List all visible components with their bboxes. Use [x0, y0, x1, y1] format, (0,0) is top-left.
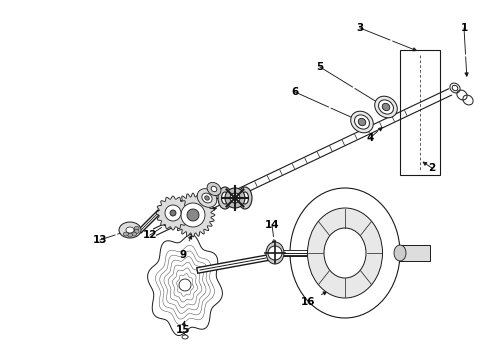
Ellipse shape — [379, 100, 393, 114]
Ellipse shape — [382, 103, 390, 111]
Text: 8: 8 — [196, 208, 204, 218]
Ellipse shape — [207, 183, 221, 195]
Ellipse shape — [119, 222, 141, 238]
Text: 4: 4 — [367, 133, 374, 143]
Ellipse shape — [182, 335, 188, 339]
Text: 3: 3 — [356, 23, 364, 33]
Circle shape — [230, 193, 240, 203]
Ellipse shape — [242, 192, 248, 204]
Text: 15: 15 — [176, 325, 190, 335]
Polygon shape — [156, 196, 190, 230]
Ellipse shape — [197, 189, 217, 207]
Ellipse shape — [179, 279, 191, 291]
Ellipse shape — [134, 226, 139, 230]
Ellipse shape — [355, 115, 369, 129]
Ellipse shape — [394, 245, 406, 261]
Bar — [400, 245, 430, 261]
Ellipse shape — [351, 111, 373, 133]
Text: 13: 13 — [93, 235, 107, 245]
Text: 5: 5 — [317, 62, 323, 72]
Circle shape — [181, 203, 205, 227]
Text: 12: 12 — [143, 230, 157, 240]
Text: 2: 2 — [428, 163, 436, 173]
Text: 6: 6 — [292, 87, 298, 97]
Polygon shape — [153, 89, 451, 235]
Text: 9: 9 — [179, 250, 187, 260]
Ellipse shape — [266, 242, 284, 264]
Ellipse shape — [211, 186, 217, 192]
Ellipse shape — [375, 96, 397, 118]
Ellipse shape — [324, 228, 366, 278]
Circle shape — [225, 188, 245, 208]
Circle shape — [268, 246, 282, 260]
Ellipse shape — [134, 230, 139, 234]
Circle shape — [170, 210, 176, 216]
Ellipse shape — [238, 187, 252, 209]
Ellipse shape — [126, 227, 134, 233]
Ellipse shape — [123, 232, 128, 236]
Text: 11: 11 — [158, 205, 172, 215]
Ellipse shape — [452, 85, 458, 91]
Text: 7: 7 — [209, 183, 217, 193]
Text: 16: 16 — [301, 297, 315, 307]
Ellipse shape — [218, 187, 232, 209]
Ellipse shape — [358, 118, 366, 126]
Text: 14: 14 — [265, 220, 279, 230]
Ellipse shape — [205, 196, 209, 200]
Text: 1: 1 — [461, 23, 467, 33]
Polygon shape — [147, 234, 222, 336]
Ellipse shape — [132, 232, 137, 236]
Ellipse shape — [308, 208, 383, 298]
Bar — [400, 50, 440, 175]
Ellipse shape — [127, 233, 132, 237]
Ellipse shape — [290, 188, 400, 318]
Circle shape — [165, 205, 181, 221]
Text: 10: 10 — [168, 217, 182, 227]
Ellipse shape — [221, 192, 228, 204]
Ellipse shape — [202, 193, 212, 203]
Polygon shape — [171, 193, 215, 237]
Circle shape — [187, 209, 199, 221]
